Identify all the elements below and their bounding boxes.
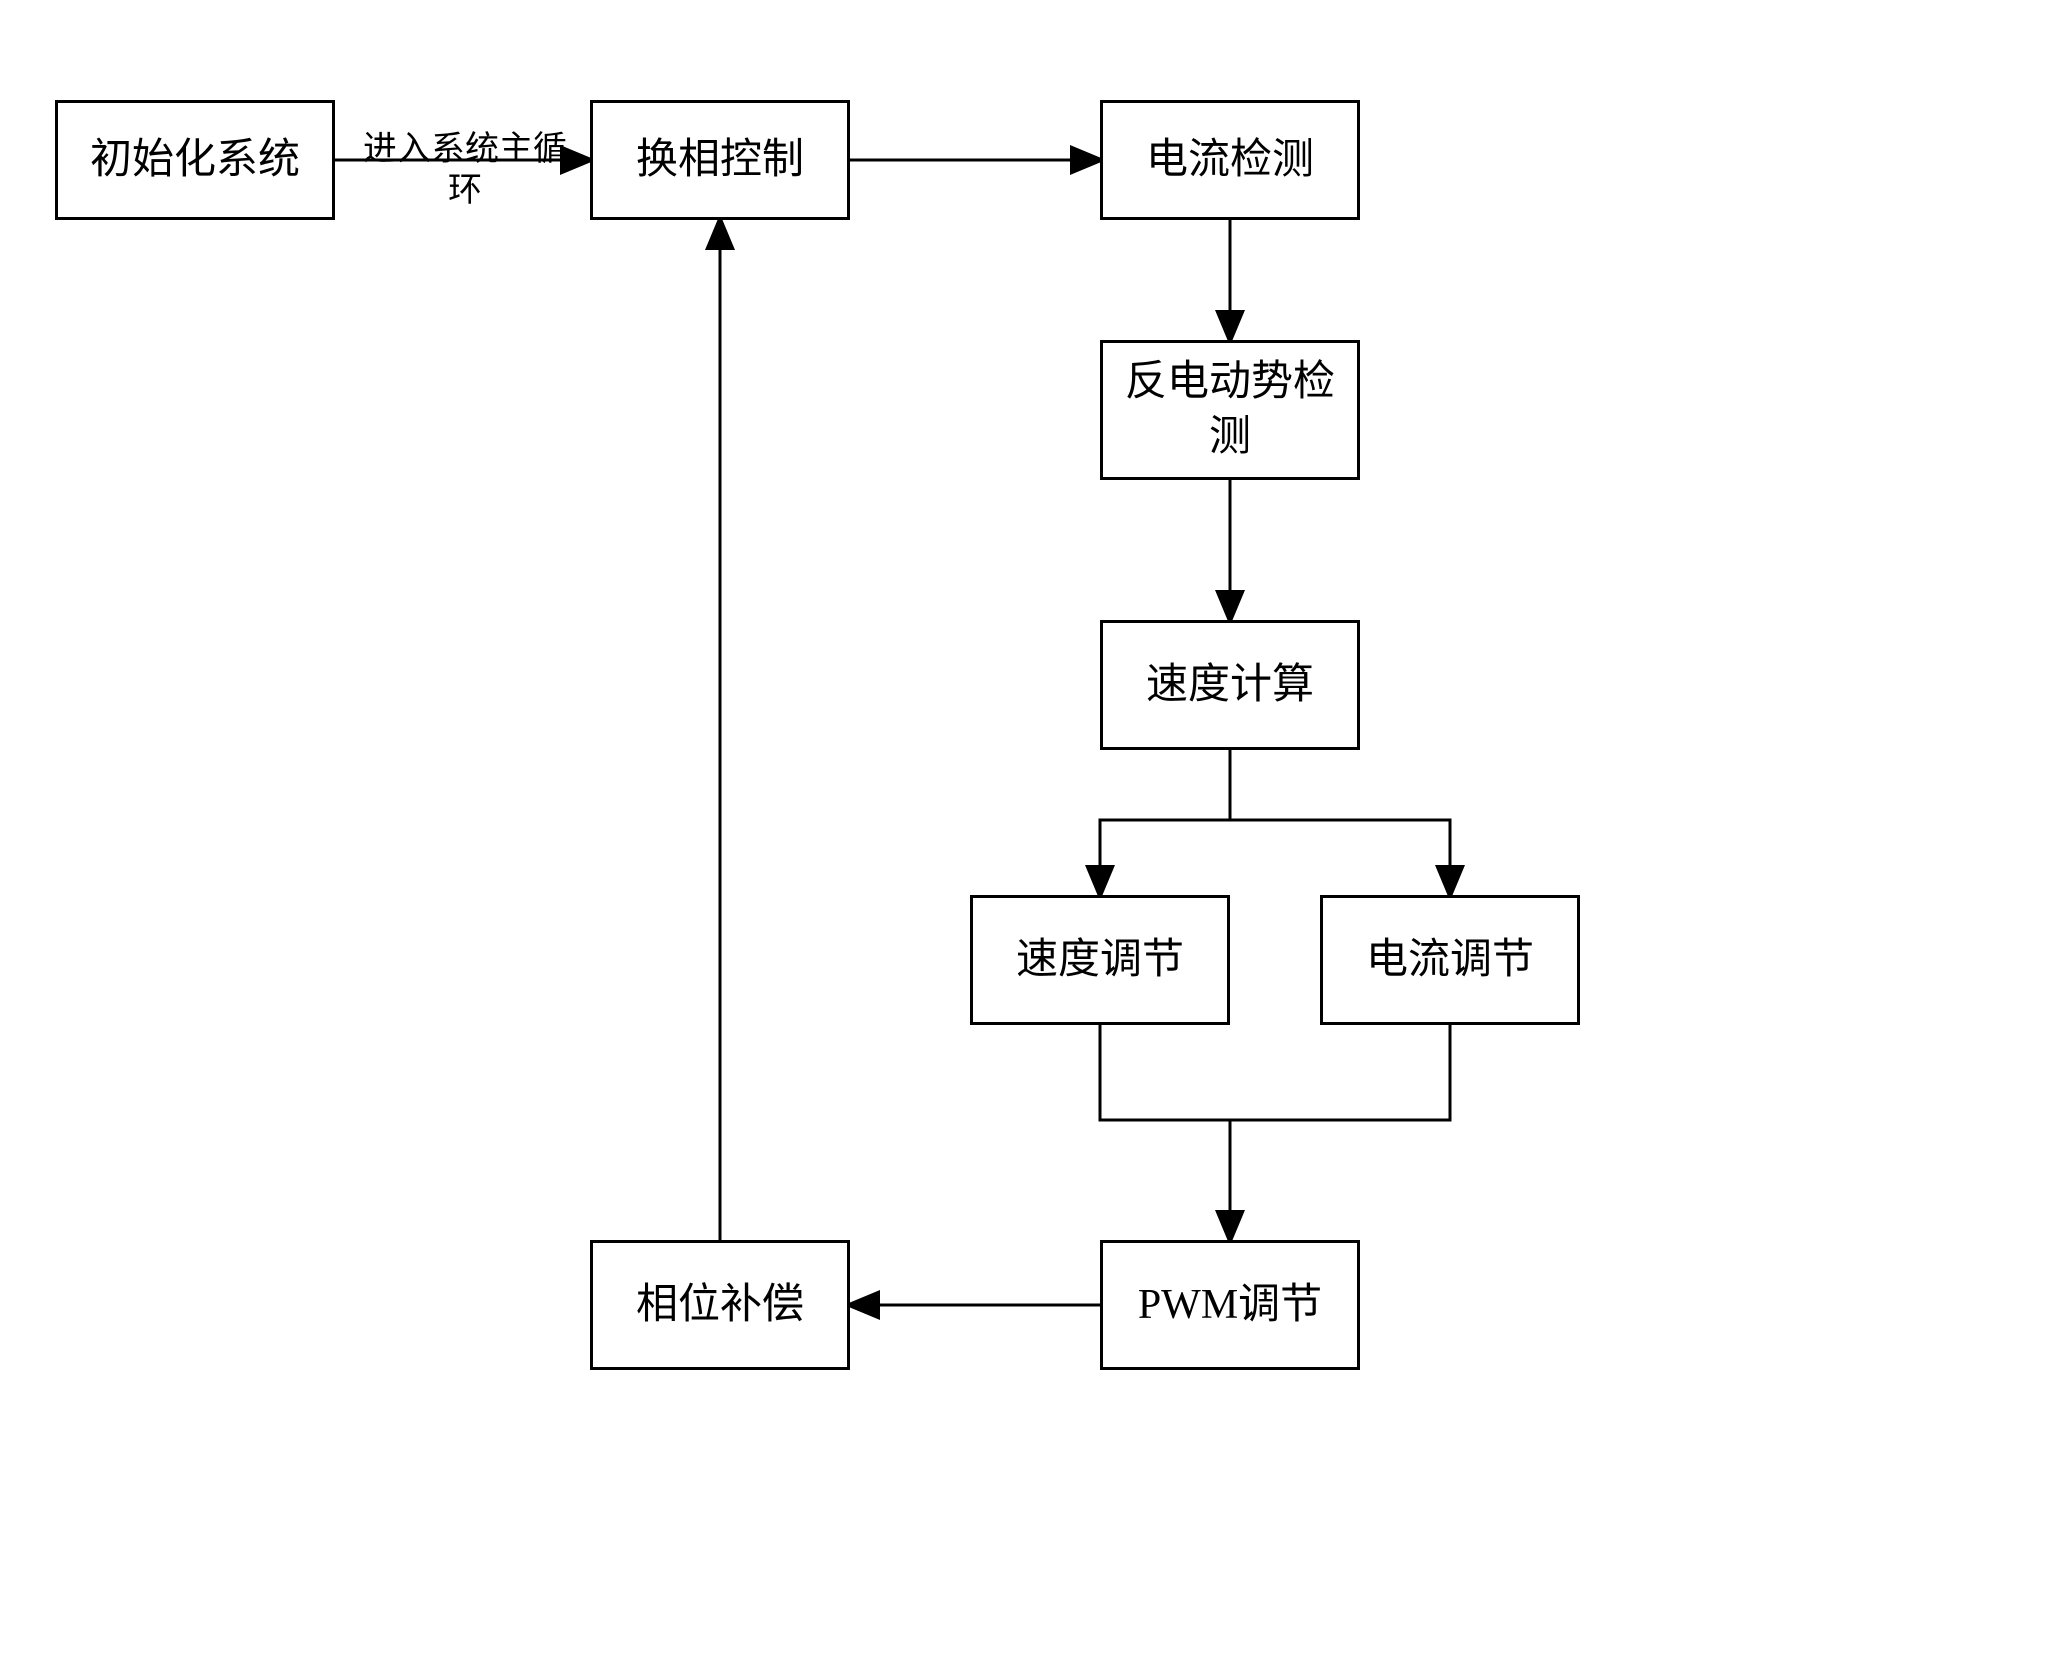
node-phase_comp: 相位补偿 (590, 1240, 850, 1370)
node-label: 速度调节 (1016, 933, 1184, 988)
edge (1100, 750, 1230, 895)
node-label: 电流检测 (1146, 133, 1314, 188)
node-pwm: PWM调节 (1100, 1240, 1360, 1370)
node-current_adj: 电流调节 (1320, 895, 1580, 1025)
edge (1100, 1025, 1230, 1120)
node-init: 初始化系统 (55, 100, 335, 220)
node-label: 相位补偿 (636, 1278, 804, 1333)
edge-label: 进入系统主循环 (360, 130, 570, 212)
node-label: 初始化系统 (90, 133, 300, 188)
node-label: 换相控制 (636, 133, 804, 188)
node-speed_adj: 速度调节 (970, 895, 1230, 1025)
node-speed_calc: 速度计算 (1100, 620, 1360, 750)
edge (1230, 1025, 1450, 1240)
flowchart-diagram: 初始化系统 换相控制 电流检测反电动势检测速度计算速度调节 电流调节 PWM调节 相位补偿… (0, 0, 2070, 1668)
node-label: 反电动势检测 (1113, 355, 1347, 464)
node-bemf: 反电动势检测 (1100, 340, 1360, 480)
node-label: PWM调节 (1138, 1278, 1322, 1333)
node-commutation: 换相控制 (590, 100, 850, 220)
node-label: 电流调节 (1366, 933, 1534, 988)
node-current_detect: 电流检测 (1100, 100, 1360, 220)
edge (1230, 820, 1450, 895)
edges-layer (0, 0, 2070, 1668)
node-label: 速度计算 (1146, 658, 1314, 713)
